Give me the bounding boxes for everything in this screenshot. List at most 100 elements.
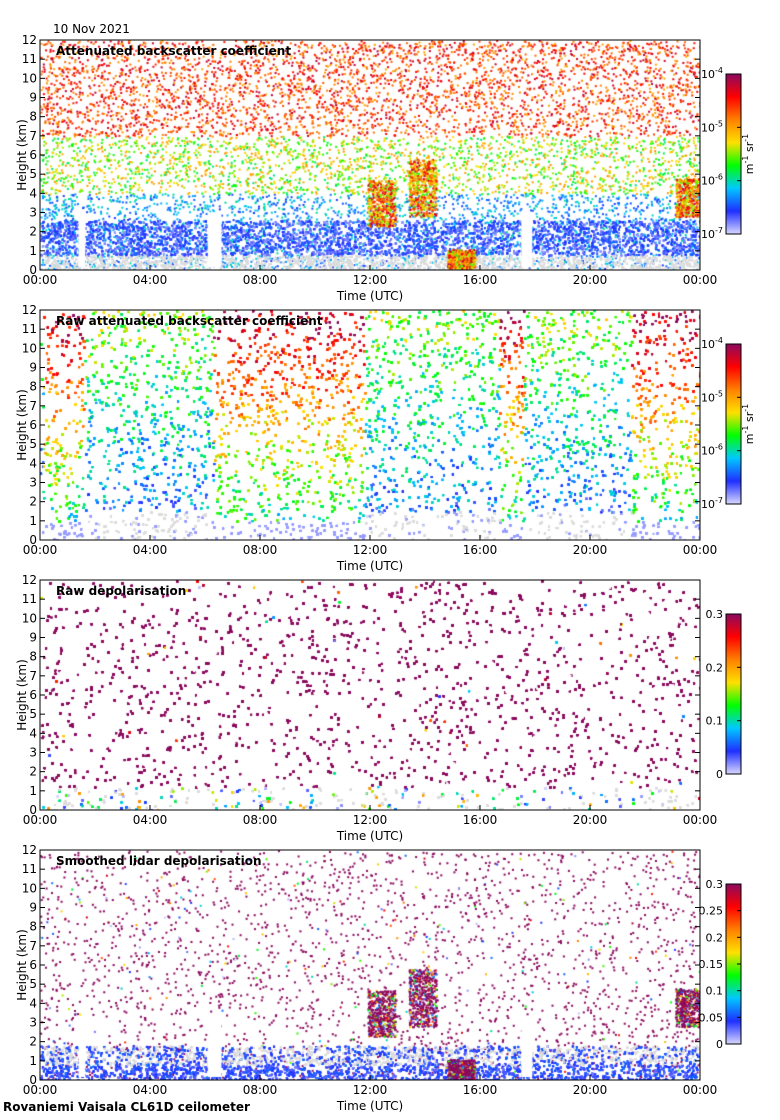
y-tick-label: 6	[29, 148, 37, 162]
y-tick-label: 2	[29, 1035, 37, 1049]
x-tick-label: 12:00	[353, 1083, 388, 1097]
x-tick-label: 04:00	[133, 813, 168, 827]
panel-title: Raw attenuated backscatter coefficient	[56, 314, 323, 328]
y-tick-label: 3	[29, 1016, 37, 1030]
date-label: 10 Nov 2021	[53, 22, 130, 36]
panel-title: Smoothed lidar depolarisation	[56, 854, 262, 868]
y-tick-label: 7	[29, 129, 37, 143]
y-tick-label: 10	[22, 881, 37, 895]
heatmap-image	[40, 850, 700, 1080]
y-tick-label: 6	[29, 958, 37, 972]
colorbar	[725, 343, 742, 505]
y-tick-label: 10	[22, 341, 37, 355]
x-tick-label: 04:00	[133, 543, 168, 557]
panel-title: Attenuated backscatter coefficient	[56, 44, 291, 58]
y-tick-label: 4	[29, 726, 37, 740]
x-tick-label: 00:00	[23, 1083, 58, 1097]
x-tick-label: 20:00	[573, 543, 608, 557]
y-tick-label: 9	[29, 361, 37, 375]
y-tick-label: 0	[29, 533, 37, 547]
y-tick-label: 4	[29, 456, 37, 470]
colorbar-tick-label: 10-5	[701, 389, 723, 404]
y-tick-label: 8	[29, 380, 37, 394]
colorbar-tick-label: 0.05	[699, 1011, 724, 1024]
y-tick-label: 4	[29, 996, 37, 1010]
colorbar-tick-label: 0.25	[699, 905, 724, 918]
y-tick-label: 5	[29, 167, 37, 181]
y-tick-label: 0	[29, 263, 37, 277]
y-tick-label: 11	[22, 862, 37, 876]
x-axis-title: Time (UTC)	[336, 1099, 403, 1113]
y-tick-label: 9	[29, 631, 37, 645]
y-axis-title: Height (km)	[15, 929, 29, 1000]
heatmap-image	[40, 580, 700, 810]
y-tick-label: 9	[29, 901, 37, 915]
x-tick-label: 16:00	[463, 543, 498, 557]
y-tick-label: 1	[29, 514, 37, 528]
x-tick-label: 20:00	[573, 1083, 608, 1097]
y-tick-label: 6	[29, 418, 37, 432]
y-tick-label: 11	[22, 592, 37, 606]
y-tick-label: 0	[29, 1073, 37, 1087]
colorbar	[725, 613, 742, 775]
colorbar-tick-label: 10-4	[701, 336, 723, 351]
y-tick-label: 7	[29, 939, 37, 953]
x-tick-label: 00:00	[683, 543, 718, 557]
y-tick-label: 5	[29, 977, 37, 991]
x-tick-label: 00:00	[23, 273, 58, 287]
x-tick-label: 12:00	[353, 273, 388, 287]
y-tick-label: 2	[29, 765, 37, 779]
x-tick-label: 16:00	[463, 813, 498, 827]
y-tick-label: 3	[29, 206, 37, 220]
colorbar-tick-label: 0	[716, 1038, 723, 1051]
colorbar-tick-label: 0.2	[706, 661, 724, 674]
y-tick-label: 11	[22, 52, 37, 66]
x-tick-label: 08:00	[243, 543, 278, 557]
x-tick-label: 00:00	[23, 543, 58, 557]
x-tick-label: 12:00	[353, 543, 388, 557]
y-tick-label: 1	[29, 244, 37, 258]
y-tick-label: 6	[29, 688, 37, 702]
colorbar-tick-label: 0.1	[706, 985, 724, 998]
y-tick-label: 4	[29, 186, 37, 200]
x-tick-label: 08:00	[243, 1083, 278, 1097]
y-tick-label: 5	[29, 437, 37, 451]
y-tick-label: 10	[22, 71, 37, 85]
y-tick-label: 8	[29, 920, 37, 934]
colorbar-tick-label: 10-5	[701, 119, 723, 134]
x-tick-label: 00:00	[683, 1083, 718, 1097]
y-tick-label: 2	[29, 495, 37, 509]
y-tick-label: 7	[29, 399, 37, 413]
colorbar	[725, 73, 742, 235]
x-tick-label: 20:00	[573, 813, 608, 827]
instrument-label: Rovaniemi Vaisala CL61D ceilometer	[3, 1100, 250, 1114]
heatmap-image	[40, 310, 700, 540]
y-tick-label: 5	[29, 707, 37, 721]
colorbar-tick-label: 10-7	[701, 226, 723, 241]
x-tick-label: 20:00	[573, 273, 608, 287]
y-tick-label: 12	[22, 843, 37, 857]
panel-title: Raw depolarisation	[56, 584, 186, 598]
x-tick-label: 08:00	[243, 813, 278, 827]
y-tick-label: 12	[22, 303, 37, 317]
x-tick-label: 12:00	[353, 813, 388, 827]
colorbar-tick-label: 0.1	[706, 715, 724, 728]
y-axis-title: Height (km)	[15, 659, 29, 730]
colorbar-tick-label: 0.3	[706, 608, 724, 621]
y-tick-label: 2	[29, 225, 37, 239]
y-tick-label: 8	[29, 650, 37, 664]
x-tick-label: 04:00	[133, 1083, 168, 1097]
x-tick-label: 00:00	[683, 273, 718, 287]
y-tick-label: 3	[29, 746, 37, 760]
x-axis-title: Time (UTC)	[336, 829, 403, 843]
colorbar-unit: m-1 sr-1	[741, 134, 756, 174]
colorbar-tick-label: 10-6	[701, 443, 723, 458]
heatmap-image	[40, 40, 700, 270]
y-axis-title: Height (km)	[15, 119, 29, 190]
colorbar-unit: m-1 sr-1	[741, 404, 756, 444]
x-tick-label: 00:00	[23, 813, 58, 827]
x-axis-title: Time (UTC)	[336, 289, 403, 303]
